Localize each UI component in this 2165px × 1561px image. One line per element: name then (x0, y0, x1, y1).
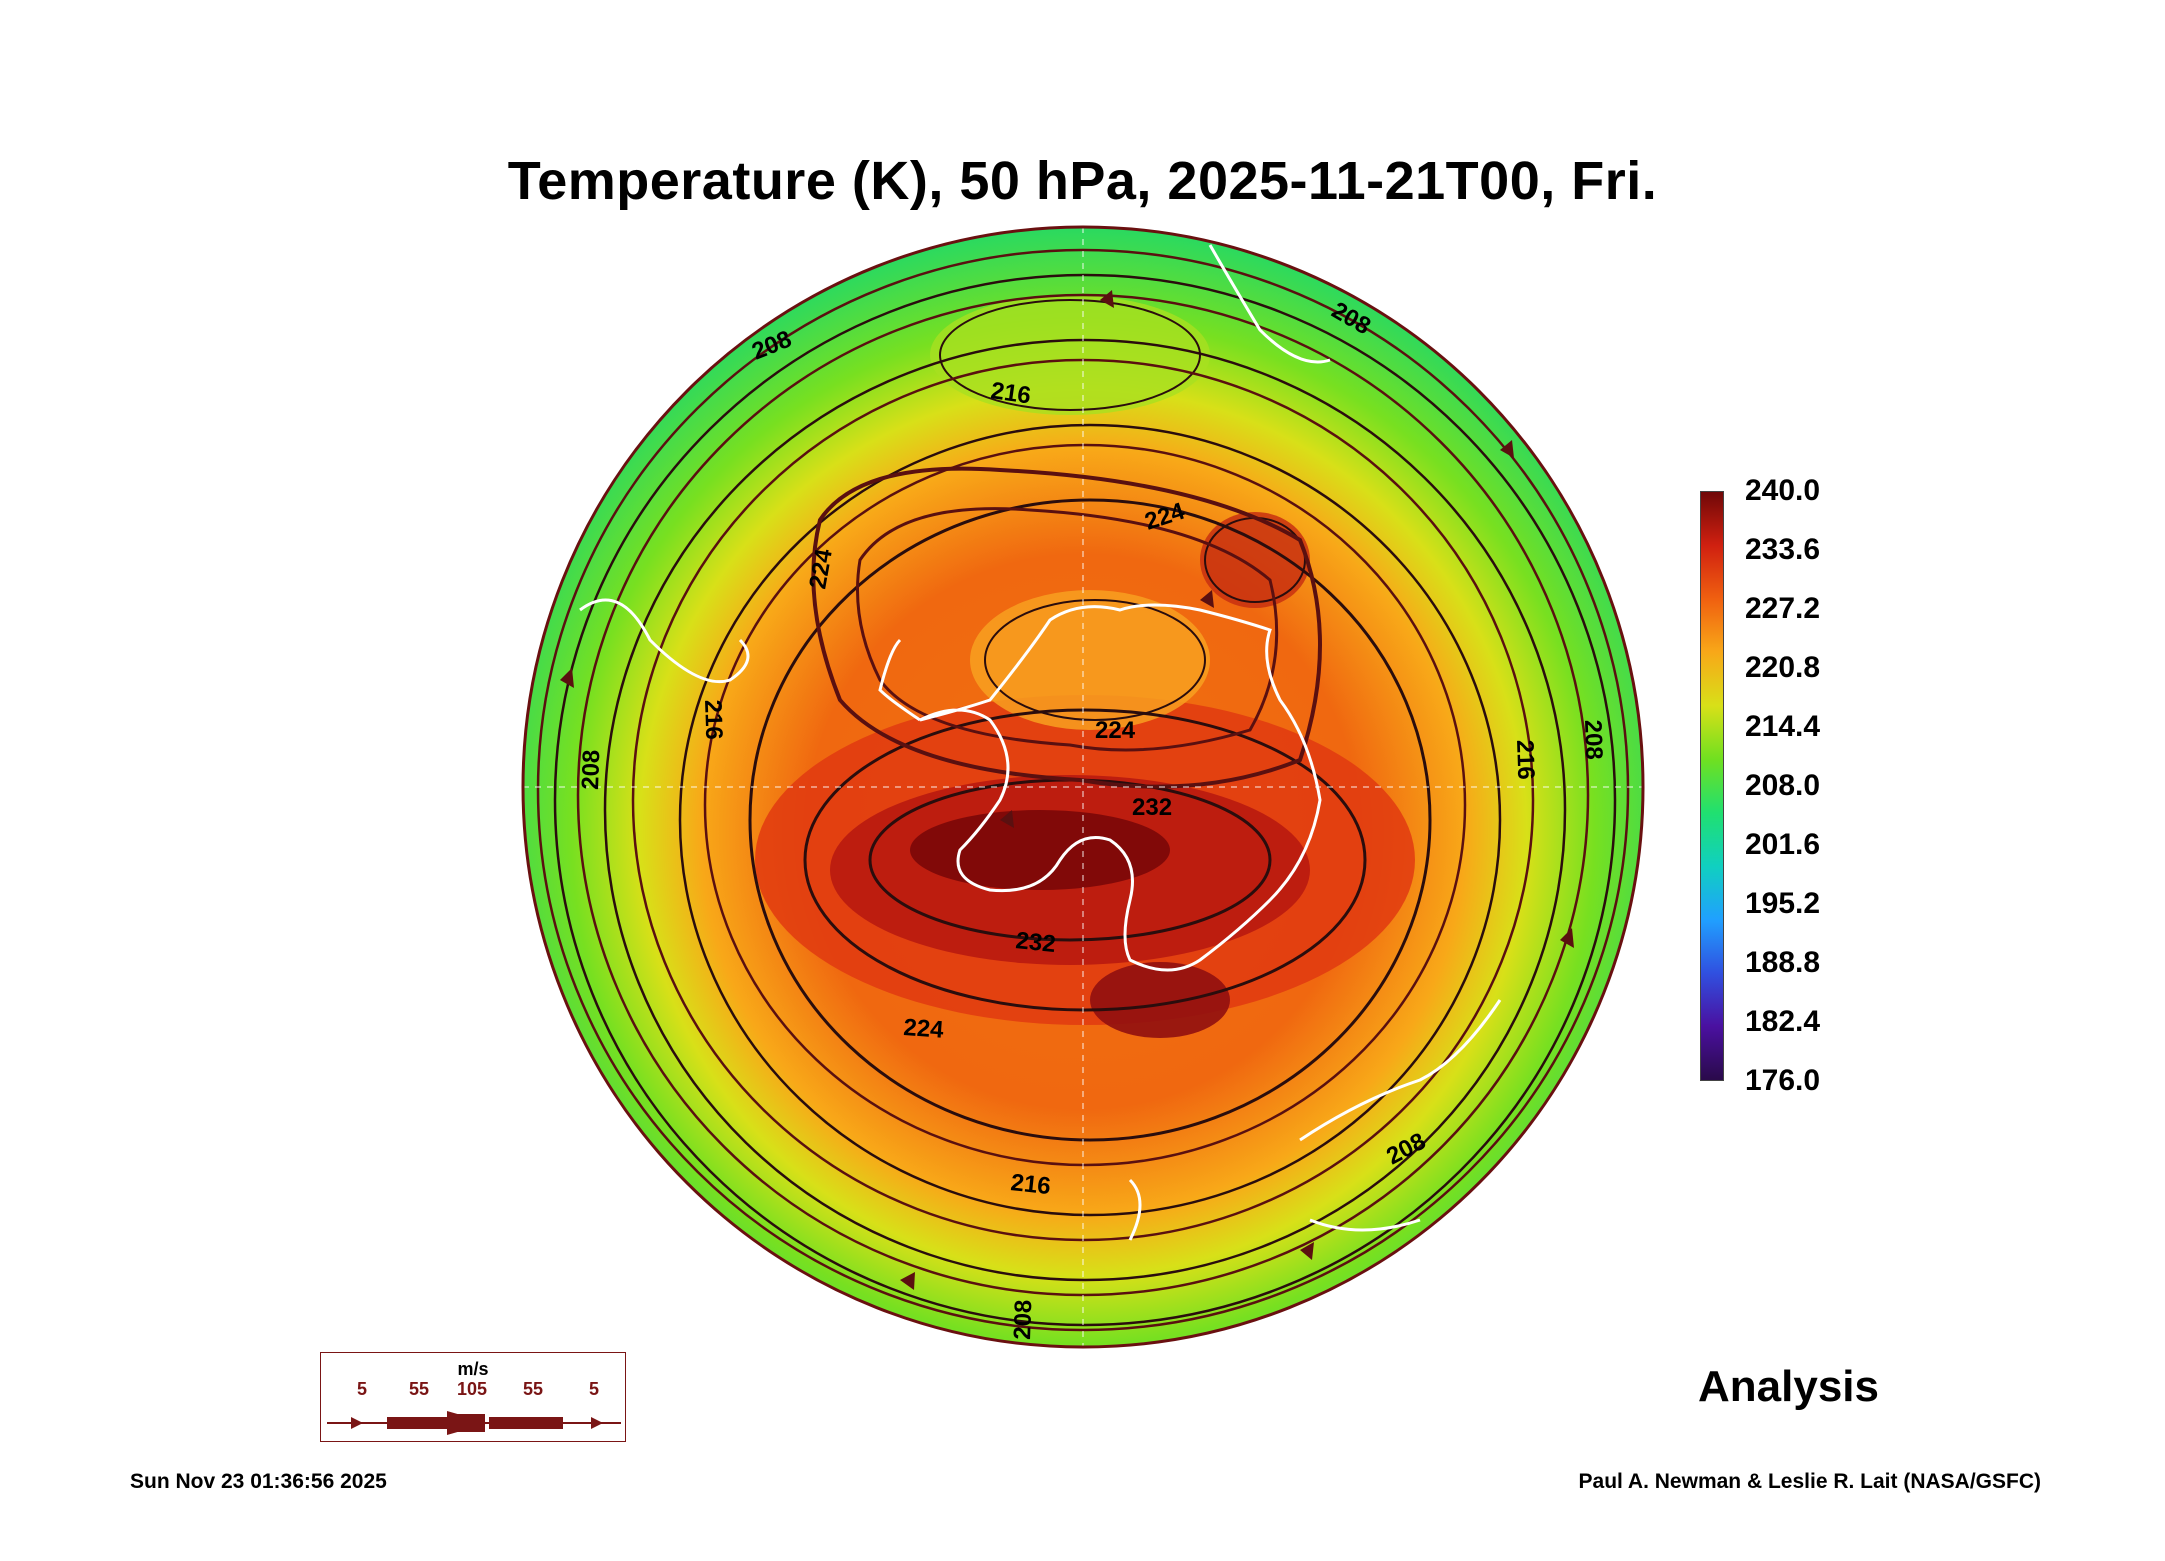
new-zealand-coastline (1128, 1178, 1142, 1241)
contour-label: 232 (1132, 794, 1172, 821)
contour-label: 232 (1014, 927, 1057, 958)
africa-coastline (1208, 244, 1331, 364)
contour-line (984, 599, 1206, 721)
australia-coastline (1299, 999, 1502, 1142)
legend-bar-55-right (489, 1417, 563, 1429)
contour-label: 208 (1009, 1299, 1037, 1340)
colorbar-tick-label: 227.2 (1745, 592, 1821, 625)
wind-arrow (1500, 440, 1514, 458)
green-pocket (930, 295, 1210, 415)
contour-label: 224 (1095, 717, 1136, 744)
contour-label: 216 (989, 377, 1032, 409)
generation-timestamp: Sun Nov 23 01:36:56 2025 (130, 1470, 387, 1493)
contour-label: 208 (577, 749, 605, 790)
wind-streamlines (536, 248, 1630, 1332)
contour-line (553, 273, 1617, 1327)
colorbar-tick-label: 208.0 (1745, 769, 1821, 802)
colorbar-tick-label: 201.6 (1745, 828, 1821, 861)
streamline (856, 507, 1279, 752)
colorbar-tick-label: 233.6 (1745, 533, 1821, 566)
contour-line (678, 423, 1502, 1217)
legend-value: 5 (589, 1379, 600, 1399)
legend-value: 5 (357, 1379, 368, 1399)
warm-spot (1200, 512, 1310, 608)
wind-arrow (640, 410, 655, 428)
contour-line (803, 708, 1367, 1012)
antarctica-coastline (919, 603, 1322, 972)
colorbar-tick-label: 176.0 (1745, 1064, 1821, 1097)
contour-label: 216 (699, 699, 727, 740)
warm-lobe (1090, 962, 1230, 1038)
australia-coastline (1309, 1218, 1421, 1232)
legend-arrow-5-right (591, 1417, 603, 1429)
wind-arrow-scale (327, 1411, 621, 1435)
contour-line (603, 338, 1567, 1282)
wind-arrow (1100, 290, 1114, 308)
colorbar-tick-label: 220.8 (1745, 651, 1821, 684)
colorbar-tick-label: 182.4 (1745, 1005, 1821, 1038)
credit-line: Paul A. Newman & Leslie R. Lait (NASA/GS… (1578, 1470, 2041, 1493)
colorbar-tick-label: 240.0 (1745, 474, 1821, 507)
coastlines (579, 244, 1502, 1241)
chart-title: Temperature (K), 50 hPa, 2025-11-21T00, … (507, 151, 1658, 211)
warm-maximum (910, 810, 1170, 890)
south-america-coastline (579, 598, 750, 684)
legend-bar-55 (387, 1417, 447, 1429)
wind-arrow (590, 1092, 604, 1110)
colorbar (1700, 491, 1724, 1081)
wind-arrow (1300, 1242, 1314, 1260)
streamline (811, 466, 1322, 789)
analysis-label: Analysis (1698, 1362, 1879, 1411)
streamline (703, 443, 1467, 1167)
colorbar-tick-label: 214.4 (1745, 710, 1821, 743)
colorbar-tick-label: 195.2 (1745, 887, 1821, 920)
wind-arrow (900, 1272, 915, 1290)
streamline (536, 248, 1630, 1332)
wind-arrow (1200, 590, 1214, 608)
legend-value: 55 (409, 1379, 430, 1399)
legend-value: 105 (457, 1379, 488, 1399)
contour-line (939, 299, 1201, 411)
legend-bar-105 (449, 1414, 485, 1432)
wind-speed-legend: m/s 5 55 105 55 5 (320, 1352, 626, 1442)
cool-pocket (970, 590, 1210, 730)
contour-line (748, 498, 1432, 1142)
wind-arrow (1560, 928, 1574, 948)
wind-arrow (560, 668, 574, 688)
contour-label: 216 (1009, 1169, 1052, 1200)
legend-unit: m/s (457, 1359, 489, 1379)
map-border (521, 225, 1645, 1349)
contour-label: 216 (1511, 739, 1539, 780)
wind-arrow (1000, 810, 1014, 828)
contour-label: 208 (1579, 719, 1607, 760)
legend-value: 55 (523, 1379, 544, 1399)
contour-label: 224 (903, 1014, 945, 1044)
legend-arrow-5 (351, 1417, 363, 1429)
colorbar-tick-label: 188.8 (1745, 946, 1821, 979)
peninsula-coastline (878, 638, 921, 722)
